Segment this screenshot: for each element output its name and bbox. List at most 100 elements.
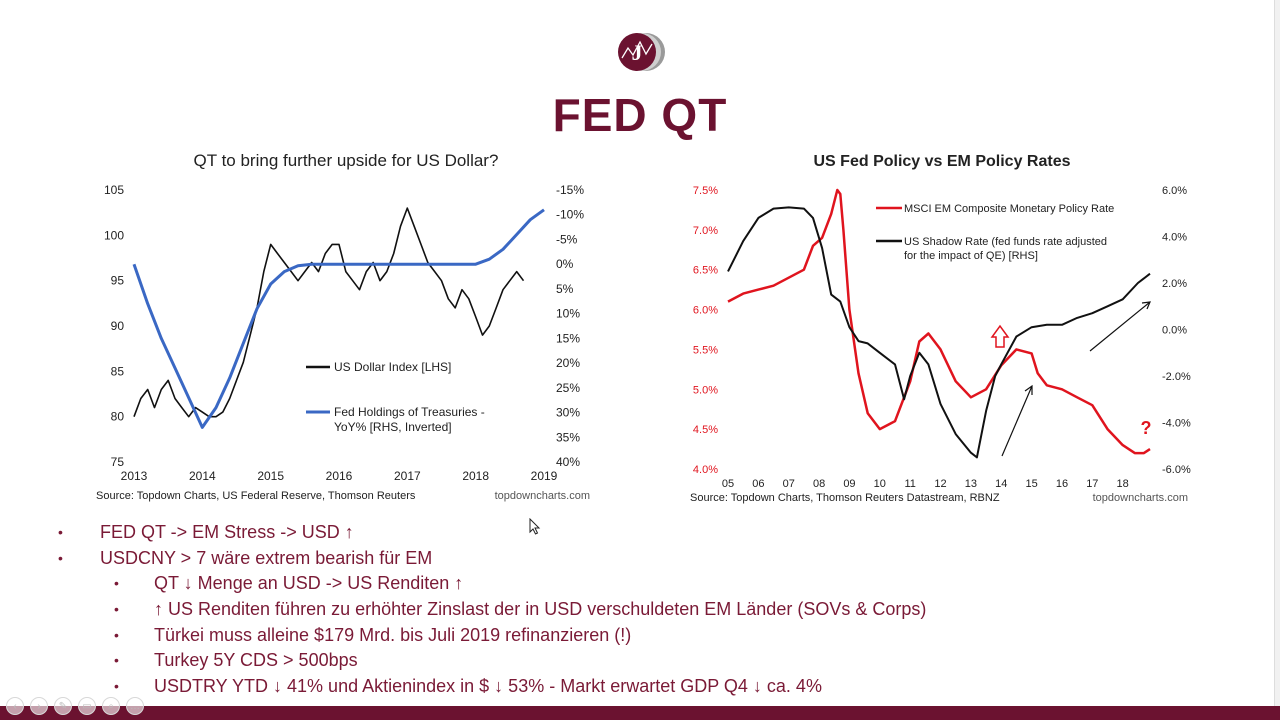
- legend-fed-holdings: Fed Holdings of Treasuries -: [334, 405, 485, 419]
- y-right-tick-label: 25%: [556, 381, 580, 395]
- series-line-2: [727, 206, 1151, 459]
- legend-usd-index: US Dollar Index [LHS]: [334, 360, 451, 374]
- question-annotation: ?: [1141, 418, 1152, 438]
- slide-title: FED QT: [552, 89, 728, 141]
- pen-icon[interactable]: ✎: [54, 697, 72, 715]
- y-right-tick-label: -4.0%: [1162, 418, 1191, 430]
- x-tick-label: 10: [874, 478, 886, 490]
- legend-shadow-rate: US Shadow Rate (fed funds rate adjusted: [904, 236, 1107, 248]
- svg-text:J: J: [632, 40, 643, 65]
- bullet-text: QT ↓ Menge an USD -> US Renditen ↑: [154, 573, 464, 594]
- bullet-marker: •: [114, 678, 119, 695]
- y-right-tick-label: -5%: [556, 232, 578, 246]
- bullet-item: • USDTRY YTD ↓ 41% und Aktienindex in $ ↓…: [58, 674, 1238, 700]
- y-right-tick-label: 30%: [556, 406, 580, 420]
- y-left-tick-label: 90: [111, 319, 125, 333]
- y-right-tick-label: -6.0%: [1162, 464, 1191, 476]
- y-left-tick-label: 4.0%: [693, 464, 718, 476]
- y-right-tick-label: 5%: [556, 282, 574, 296]
- x-tick-label: 17: [1086, 478, 1098, 490]
- x-tick-label: 2015: [257, 469, 284, 483]
- y-right-tick-label: 35%: [556, 430, 580, 444]
- y-right-tick-label: 20%: [556, 356, 580, 370]
- x-tick-label: 2018: [462, 469, 489, 483]
- x-tick-label: 18: [1117, 478, 1129, 490]
- forward-icon[interactable]: ›: [30, 697, 48, 715]
- y-left-tick-label: 85: [111, 364, 125, 378]
- y-left-tick-label: 75: [111, 455, 125, 469]
- y-right-tick-label: 4.0%: [1162, 232, 1187, 244]
- y-right-tick-label: -10%: [556, 208, 584, 222]
- policy-rates-chart: US Fed Policy vs EM Policy Rates 7.5% 7.0…: [680, 144, 1200, 504]
- chart-source: Source: Topdown Charts, Thomson Reuters …: [690, 492, 1000, 504]
- y-right-tick-label: 2.0%: [1162, 278, 1187, 290]
- x-tick-label: 05: [722, 478, 734, 490]
- y-left-tick-label: 6.0%: [693, 305, 718, 317]
- x-tick-label: 06: [752, 478, 764, 490]
- bullet-item: • ↑ US Renditen führen zu erhöhter Zinsla…: [58, 597, 1238, 623]
- slideshow-controls: ‹ › ✎ ▭ ⌕ …: [6, 697, 144, 715]
- y-left-tick-label: 7.0%: [693, 225, 718, 237]
- trend-arrow-2: [1089, 301, 1151, 352]
- bullet-item: • QT ↓ Menge an USD -> US Renditen ↑: [58, 571, 1238, 597]
- y-right-tick-label: 15%: [556, 331, 580, 345]
- bullet-text: Turkey 5Y CDS > 500bps: [154, 650, 358, 671]
- x-tick-label: 2016: [326, 469, 353, 483]
- bullet-text: USDCNY > 7 wäre extrem bearish für EM: [100, 547, 433, 568]
- x-tick-label: 15: [1025, 478, 1037, 490]
- x-tick-label: 11: [904, 478, 915, 490]
- y-right-tick-label: 40%: [556, 455, 580, 469]
- y-left-tick-label: 7.5%: [693, 185, 718, 197]
- bullet-item: • FED QT -> EM Stress -> USD ↑: [58, 520, 1238, 546]
- slides-icon[interactable]: ▭: [78, 697, 96, 715]
- bullet-marker: •: [114, 601, 119, 618]
- x-tick-label: 12: [934, 478, 946, 490]
- y-left-tick-label: 95: [111, 274, 125, 288]
- more-icon[interactable]: …: [126, 697, 144, 715]
- x-tick-label: 2017: [394, 469, 421, 483]
- usd-chart: QT to bring further upside for US Dollar…: [86, 144, 606, 504]
- y-right-tick-label: 10%: [556, 307, 580, 321]
- scrollbar[interactable]: [1274, 0, 1280, 706]
- x-tick-label: 2013: [121, 469, 148, 483]
- x-tick-label: 2019: [531, 469, 558, 483]
- mouse-cursor-icon: [529, 518, 541, 535]
- back-icon[interactable]: ‹: [6, 697, 24, 715]
- y-right-tick-label: 6.0%: [1162, 185, 1187, 197]
- legend-fed-holdings-2: YoY% [RHS, Inverted]: [334, 420, 452, 434]
- bullet-text: USDTRY YTD ↓ 41% und Aktienindex in $ ↓ …: [154, 676, 822, 697]
- x-tick-label: 13: [965, 478, 977, 490]
- y-left-tick-label: 105: [104, 183, 124, 197]
- bullet-item: • Turkey 5Y CDS > 500bps: [58, 648, 1238, 674]
- footer-bar: [0, 706, 1280, 720]
- bullet-text: ↑ US Renditen führen zu erhöhter Zinslas…: [154, 599, 927, 620]
- bullet-marker: •: [58, 549, 63, 566]
- y-right-tick-label: 0%: [556, 257, 574, 271]
- chart-watermark: topdowncharts.com: [1093, 492, 1188, 504]
- trend-arrow-1: [1001, 385, 1033, 457]
- y-left-tick-label: 5.0%: [693, 384, 718, 396]
- company-logo: J: [618, 33, 665, 71]
- series-line-1: [133, 207, 525, 418]
- x-tick-label: 09: [843, 478, 855, 490]
- series-line-1: [727, 188, 1151, 455]
- bullet-item: • Türkei muss alleine $179 Mrd. bis Juli …: [58, 623, 1238, 649]
- bullet-list: • FED QT -> EM Stress -> USD ↑ • USDCNY > 7…: [58, 520, 1238, 700]
- bullet-marker: •: [114, 652, 119, 669]
- x-tick-label: 14: [995, 478, 1007, 490]
- chart-title: QT to bring further upside for US Dollar…: [194, 151, 499, 170]
- bullet-item: • USDCNY > 7 wäre extrem bearish für EM: [58, 546, 1238, 572]
- y-left-tick-label: 100: [104, 228, 124, 242]
- y-left-tick-label: 4.5%: [693, 424, 718, 436]
- zoom-icon[interactable]: ⌕: [102, 697, 120, 715]
- x-tick-label: 07: [783, 478, 795, 490]
- x-tick-label: 2014: [189, 469, 216, 483]
- y-right-tick-label: -2.0%: [1162, 371, 1191, 383]
- bullet-marker: •: [114, 626, 119, 643]
- series-line-2: [132, 208, 545, 429]
- chart-source: Source: Topdown Charts, US Federal Reser…: [96, 490, 416, 502]
- y-left-tick-label: 5.5%: [693, 344, 718, 356]
- bullet-text: Türkei muss alleine $179 Mrd. bis Juli 2…: [154, 624, 632, 645]
- chart-title: US Fed Policy vs EM Policy Rates: [814, 153, 1071, 170]
- bullet-marker: •: [114, 575, 119, 592]
